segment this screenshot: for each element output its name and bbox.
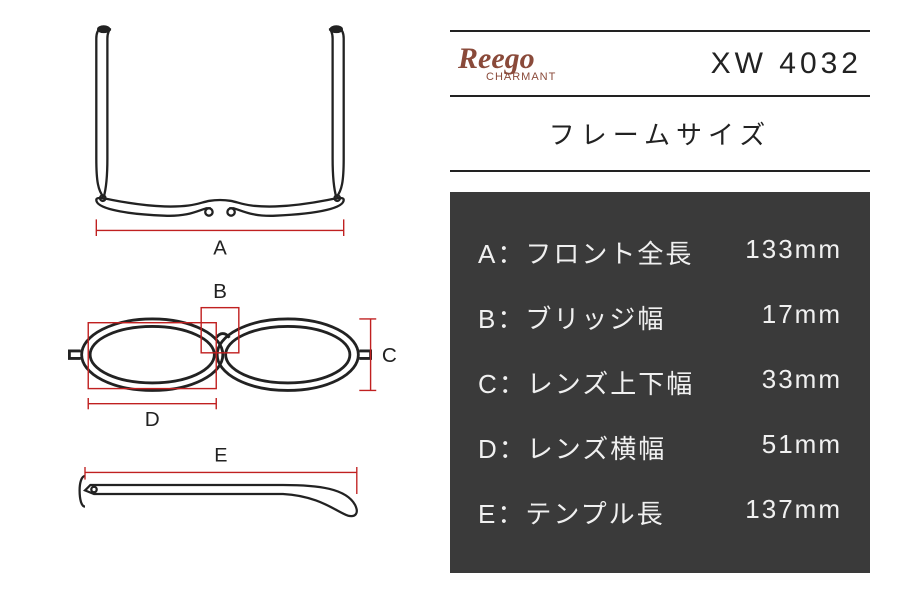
brand-name: Reego [458, 44, 556, 74]
spec-value: 137mm [732, 494, 842, 531]
diagram-top-view: A [30, 20, 410, 260]
brand-logo: Reego CHARMANT [458, 44, 556, 83]
spec-row: A：フロント全長 133mm [478, 220, 842, 285]
spec-panel: Reego CHARMANT XW 4032 フレームサイズ A：フロント全長 … [440, 0, 900, 600]
section-title: フレームサイズ [450, 97, 870, 172]
spec-label: D：レンズ横幅 [478, 429, 666, 466]
spec-row: B：ブリッジ幅 17mm [478, 285, 842, 350]
spec-value: 133mm [732, 234, 842, 271]
dim-letter-c: C [382, 344, 397, 367]
spec-value: 33mm [732, 364, 842, 401]
dim-letter-d: D [145, 408, 160, 430]
diagram-front-view: B C D [30, 270, 410, 430]
header-row: Reego CHARMANT XW 4032 [450, 30, 870, 97]
spec-label: E：テンプル長 [478, 494, 665, 531]
spec-label: A：フロント全長 [478, 234, 693, 271]
dim-letter-b: B [213, 280, 227, 303]
brand-sub: CHARMANT [486, 72, 556, 83]
spec-row: D：レンズ横幅 51mm [478, 415, 842, 480]
spec-row: C：レンズ上下幅 33mm [478, 350, 842, 415]
spec-label: B：ブリッジ幅 [478, 299, 665, 336]
dim-letter-e: E [214, 445, 227, 467]
dim-letter-a: A [213, 237, 227, 259]
spec-value: 51mm [732, 429, 842, 466]
diagram-panel: A B C [0, 0, 440, 600]
spec-value: 17mm [732, 299, 842, 336]
spec-label: C：レンズ上下幅 [478, 364, 694, 401]
spec-table: A：フロント全長 133mm B：ブリッジ幅 17mm C：レンズ上下幅 33m… [450, 192, 870, 573]
diagram-side-view: E [30, 440, 410, 530]
model-number: XW 4032 [711, 47, 862, 81]
spec-row: E：テンプル長 137mm [478, 480, 842, 545]
